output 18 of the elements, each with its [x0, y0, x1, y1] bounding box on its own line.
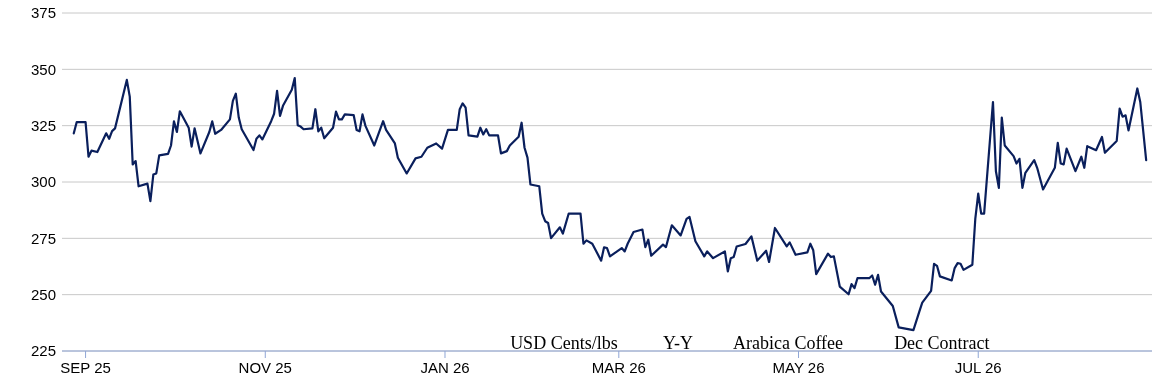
y-tick-label: 350 [30, 60, 56, 78]
y-tick-label: 250 [30, 285, 56, 303]
x-tick-label: MAY 26 [772, 359, 825, 376]
annotation: Arabica Coffee [732, 333, 844, 353]
y-tick-label: 300 [30, 173, 56, 191]
y-tick-label: 325 [30, 116, 56, 134]
annotation: Dec Contract [894, 333, 990, 353]
x-tick-label: SEP 25 [60, 359, 111, 376]
y-tick-label: 225 [30, 342, 56, 360]
x-tick-label: MAR 26 [591, 359, 646, 376]
annotation: Y-Y [663, 333, 694, 353]
y-tick-label: 375 [30, 4, 56, 22]
x-tick-label: JAN 26 [420, 359, 470, 376]
x-tick-label: NOV 25 [238, 359, 292, 376]
annotation: USD Cents/lbs [510, 333, 618, 353]
y-tick-label: 275 [30, 229, 56, 247]
x-tick-label: JUL 26 [954, 359, 1002, 376]
line-series [72, 77, 1148, 332]
